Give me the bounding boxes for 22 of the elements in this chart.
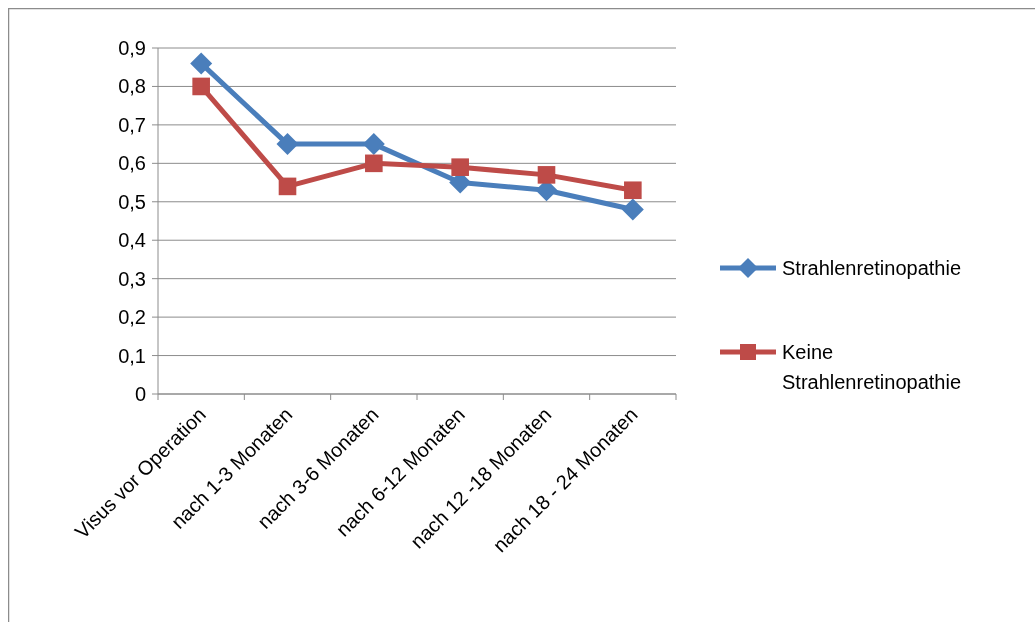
y-tick-label: 0,6 [118, 152, 146, 175]
legend-label: Strahlenretinopathie [782, 257, 962, 279]
y-tick-label: 0,7 [118, 113, 146, 136]
point [624, 181, 642, 200]
point [362, 133, 385, 156]
point [278, 177, 297, 196]
point [192, 77, 210, 96]
y-tick-label: 0,4 [118, 229, 146, 252]
point [451, 158, 469, 176]
y-tick-label: 0,1 [118, 344, 146, 367]
y-tick-label: 0,8 [118, 75, 146, 98]
legend-label: Keine Strahlenretinopathie [782, 341, 962, 393]
y-tick-label: 0 [134, 383, 146, 405]
point [365, 154, 383, 173]
point [621, 198, 644, 221]
y-tick-label: 0,9 [118, 37, 146, 59]
y-tick-label: 0,5 [118, 190, 146, 213]
point [190, 52, 213, 75]
y-tick-label: 0,2 [118, 306, 146, 329]
y-tick-label: 0,3 [118, 267, 146, 290]
point [537, 166, 556, 184]
point [276, 133, 299, 156]
